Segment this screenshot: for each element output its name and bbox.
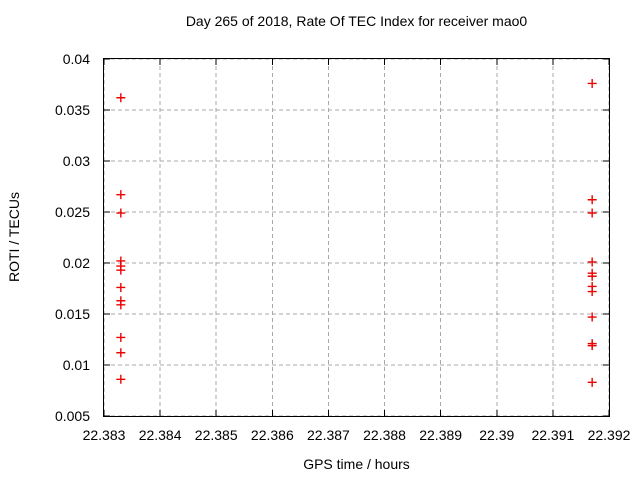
y-tick-label: 0.015: [54, 306, 90, 322]
x-tick-labels: 22.383 22.384 22.385 22.386 22.387 22.388 22.3…: [0, 427, 640, 445]
data-point-marker: [587, 78, 597, 88]
y-tick-label: 0.005: [54, 408, 90, 424]
y-tick-label: 0.025: [54, 204, 90, 220]
y-tick-label: 0.035: [54, 102, 90, 118]
y-tick-labels: 0.005 0.01 0.015 0.02 0.025 0.03 0.035 0.04: [0, 0, 96, 480]
data-point-marker: [587, 271, 597, 281]
data-point-marker: [587, 195, 597, 205]
y-tick-label: 0.04: [62, 51, 90, 67]
data-point-marker: [116, 332, 126, 342]
data-point-marker: [587, 257, 597, 267]
data-point-marker: [116, 374, 126, 384]
data-point-marker: [587, 377, 597, 387]
data-point-marker: [587, 312, 597, 322]
chart-title: Day 265 of 2018, Rate Of TEC Index for r…: [185, 13, 528, 29]
x-tick-label: 22.383: [82, 427, 126, 443]
data-point-marker: [116, 300, 126, 310]
y-tick-label: 0.03: [62, 153, 90, 169]
data-point-marker: [116, 348, 126, 358]
x-tick-label: 22.384: [138, 427, 182, 443]
y-tick-label: 0.01: [62, 357, 90, 373]
x-tick-label: 22.388: [363, 427, 406, 443]
data-point-marker: [116, 282, 126, 292]
data-point-marker: [116, 93, 126, 103]
data-point-marker: [116, 208, 126, 218]
x-tick-label: 22.392: [587, 427, 631, 443]
x-tick-label: 22.386: [250, 427, 294, 443]
y-tick-label: 0.02: [62, 255, 90, 271]
data-point-marker: [587, 287, 597, 297]
data-point-marker: [587, 208, 597, 218]
x-tick-label: 22.39: [479, 427, 515, 443]
x-tick-label: 22.387: [307, 427, 350, 443]
x-tick-label: 22.391: [531, 427, 575, 443]
data-point-marker: [116, 265, 126, 275]
x-tick-label: 22.385: [194, 427, 238, 443]
plot-canvas: [104, 59, 609, 416]
plot-frame: [103, 58, 610, 417]
data-point-marker: [116, 190, 126, 200]
x-tick-label: 22.389: [419, 427, 463, 443]
data-point-marker: [587, 341, 597, 351]
x-axis-title: GPS time / hours: [303, 456, 410, 472]
